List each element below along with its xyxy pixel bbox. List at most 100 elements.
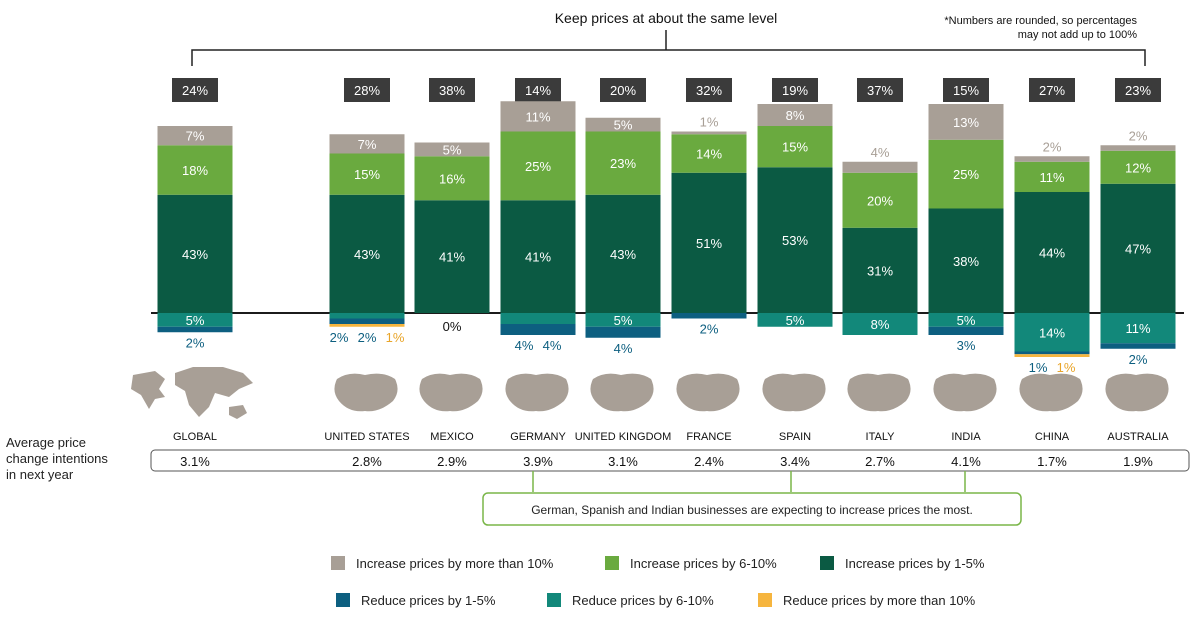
bar-inc_gt10-italy [842, 161, 918, 173]
france-silhouette-shape [676, 373, 740, 412]
zero-reduce-label-mexico: 0% [443, 319, 462, 334]
spain-silhouette-shape [762, 373, 826, 412]
label-red_6_10-germany: 4% [515, 338, 534, 353]
label-inc_gt10-australia: 2% [1129, 128, 1148, 143]
bar-red_6_10-italy [842, 313, 918, 335]
same-level-badge-united-kingdom [600, 78, 646, 102]
italy-silhouette-shape [847, 373, 911, 412]
bar-inc_1_5-mexico [414, 200, 490, 313]
label-inc_gt10-china: 2% [1043, 139, 1062, 154]
callout-text: German, Spanish and Indian businesses ar… [531, 503, 973, 517]
bar-inc_1_5-spain [757, 167, 833, 313]
bar-inc_1_5-italy [842, 227, 918, 313]
legend-label-red_6_10: Reduce prices by 6-10% [572, 593, 714, 608]
label-red_1_5-australia: 2% [1129, 352, 1148, 367]
callout-box [482, 492, 1022, 526]
bar-inc_gt10-australia [1100, 145, 1176, 151]
label-inc_1_5-australia: 47% [1125, 241, 1151, 256]
legend-label-inc_gt10: Increase prices by more than 10% [356, 556, 554, 571]
same-level-label-mexico: 38% [439, 83, 465, 98]
same-level-label-australia: 23% [1125, 83, 1151, 98]
label-inc_6_10-united-states: 15% [354, 167, 380, 182]
label-red_6_10-spain: 5% [786, 313, 805, 328]
bar-inc_gt10-mexico [414, 142, 490, 157]
label-inc_gt10-germany: 11% [525, 109, 550, 124]
average-value-germany: 3.9% [523, 454, 553, 469]
germany-silhouette-shape [505, 373, 569, 412]
bar-red_1_5-united-states [329, 318, 405, 324]
legend-label-red_1_5: Reduce prices by 1-5% [361, 593, 496, 608]
label-inc_1_5-spain: 53% [782, 233, 808, 248]
legend-label-inc_1_5: Increase prices by 1-5% [845, 556, 985, 571]
world-map-icon [131, 367, 253, 419]
label-inc_6_10-global: 18% [182, 163, 208, 178]
legend-swatch-inc_6_10 [605, 556, 619, 570]
label-inc_6_10-germany: 25% [525, 159, 551, 174]
france-map-icon [676, 373, 740, 412]
bar-red_6_10-china [1014, 313, 1090, 352]
bar-inc_6_10-united-states [329, 153, 405, 195]
bar-inc_1_5-united-states [329, 194, 405, 313]
same-level-badge-spain [772, 78, 818, 102]
germany-map-icon [505, 373, 569, 412]
label-inc_gt10-italy: 4% [871, 145, 890, 160]
bar-red_1_5-united-kingdom [585, 326, 661, 338]
united-kingdom-silhouette-shape [590, 373, 654, 412]
bar-red_6_10-spain [757, 313, 833, 327]
average-value-australia: 1.9% [1123, 454, 1153, 469]
label-red_6_10-italy: 8% [871, 317, 890, 332]
label-red_1_5-india: 3% [957, 338, 976, 353]
bar-inc_1_5-china [1014, 192, 1090, 313]
country-label-india: INDIA [951, 431, 981, 443]
bar-inc_6_10-france [671, 134, 747, 173]
bar-red_6_10-united-kingdom [585, 313, 661, 327]
bar-inc_6_10-australia [1100, 150, 1176, 184]
label-red_6_10-global: 5% [186, 313, 205, 328]
country-label-france: FRANCE [686, 431, 731, 443]
label-red_1_5-china: 1% [1029, 360, 1048, 375]
label-red_6_10-australia: 11% [1125, 321, 1150, 336]
average-value-global: 3.1% [180, 454, 210, 469]
bar-red_1_5-china [1014, 351, 1090, 355]
united-states-silhouette-shape [334, 373, 398, 412]
bar-inc_gt10-united-kingdom [585, 117, 661, 132]
bar-inc_1_5-united-kingdom [585, 194, 661, 313]
average-value-united-states: 2.8% [352, 454, 382, 469]
italy-map-icon [847, 373, 911, 412]
footnote-line-1: *Numbers are rounded, so percentages [944, 15, 1137, 27]
bar-inc_6_10-global [157, 145, 233, 195]
label-red_1_5-germany: 4% [543, 338, 562, 353]
country-label-united-states: UNITED STATES [324, 431, 409, 443]
label-inc_1_5-china: 44% [1039, 246, 1065, 261]
same-level-label-china: 27% [1039, 83, 1065, 98]
avg-row-label-line-1: Average price [6, 435, 86, 450]
bar-inc_6_10-germany [500, 131, 576, 201]
label-inc_gt10-united-states: 7% [358, 137, 377, 152]
legend-swatch-red_6_10 [547, 593, 561, 607]
same-level-label-united-kingdom: 20% [610, 83, 636, 98]
label-inc_6_10-spain: 15% [782, 140, 808, 155]
same-level-badge-mexico [429, 78, 475, 102]
same-level-label-germany: 14% [525, 83, 551, 98]
same-level-badge-china [1029, 78, 1075, 102]
label-red_1_5-global: 2% [186, 335, 205, 350]
mexico-map-icon [419, 373, 483, 412]
legend-swatch-red_gt10 [758, 593, 772, 607]
label-red_6_10-china: 14% [1039, 325, 1065, 340]
bar-inc_6_10-india [928, 139, 1004, 209]
label-inc_6_10-mexico: 16% [439, 171, 465, 186]
label-inc_6_10-italy: 20% [867, 193, 893, 208]
china-map-icon [1019, 373, 1083, 412]
average-value-france: 2.4% [694, 454, 724, 469]
bar-inc_6_10-italy [842, 172, 918, 228]
world-eurasia-africa-shape [175, 367, 253, 417]
average-value-mexico: 2.9% [437, 454, 467, 469]
same-level-badge-united-states [344, 78, 390, 102]
average-value-united-kingdom: 3.1% [608, 454, 638, 469]
bar-inc_1_5-australia [1100, 183, 1176, 313]
label-red_6_10-united-kingdom: 5% [614, 313, 633, 328]
india-map-icon [933, 373, 997, 412]
legend-swatch-red_1_5 [336, 593, 350, 607]
united-kingdom-map-icon [590, 373, 654, 412]
